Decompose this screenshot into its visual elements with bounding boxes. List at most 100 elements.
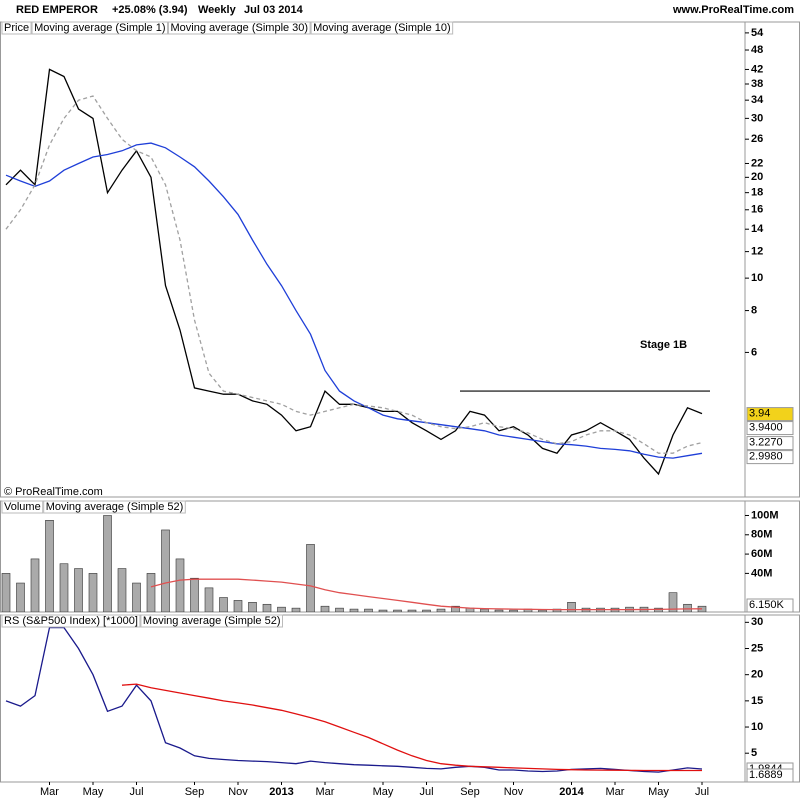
copyright: © ProRealTime.com <box>4 486 103 498</box>
y-tick-label: 80M <box>751 529 772 541</box>
volume-bar <box>74 568 83 612</box>
y-tick-label: 100M <box>751 509 779 521</box>
volume-bar <box>451 605 460 612</box>
date: Jul 03 2014 <box>244 4 304 16</box>
y-tick-label: 60M <box>751 548 772 560</box>
plot <box>1 515 707 612</box>
legend-box <box>31 21 169 35</box>
volume-bar <box>161 529 170 612</box>
x-tick-label: Jul <box>419 786 433 798</box>
volume-bar <box>335 607 344 612</box>
y-tick-label: 30 <box>751 616 763 628</box>
y-tick-label: 14 <box>751 223 764 235</box>
x-tick-label: Mar <box>40 786 59 798</box>
legend-box <box>1 21 32 35</box>
last-value-label: 3.9400 <box>749 421 783 433</box>
volume-bar <box>204 587 214 612</box>
series-line <box>5 626 703 773</box>
x-tick-label: Sep <box>460 786 480 798</box>
x-tick-label: Jul <box>695 786 709 798</box>
x-tick-label: May <box>648 786 669 798</box>
volume-bar <box>146 573 156 612</box>
y-tick-label: 20 <box>751 669 763 681</box>
y-tick-label: 18 <box>751 187 763 199</box>
legend-box <box>140 614 283 628</box>
legend-label: Moving average (Simple 10) <box>313 22 451 34</box>
y-tick-label: 10 <box>751 721 763 733</box>
y-tick-label: 34 <box>751 94 764 106</box>
y-tick-label: 12 <box>751 246 763 258</box>
last-value-box <box>746 598 794 613</box>
x-tick-label: Nov <box>228 786 248 798</box>
y-tick-label: 16 <box>751 204 763 216</box>
volume-bar <box>320 605 330 612</box>
volume-bar <box>262 603 272 612</box>
legend-box <box>310 21 454 35</box>
y-tick-label: 54 <box>751 27 764 39</box>
volume-bar <box>364 608 373 612</box>
volume-bar <box>422 609 431 612</box>
legend-box <box>43 500 186 514</box>
volume-bar <box>538 609 547 612</box>
y-tick-label: 5 <box>751 747 757 759</box>
series-line <box>150 578 703 611</box>
period: Weekly <box>198 4 237 16</box>
y-tick-label: 15 <box>751 695 763 707</box>
volume-bar <box>378 609 388 612</box>
series-line <box>5 95 703 454</box>
volume-bar <box>291 607 301 612</box>
legend-label: Price <box>4 22 29 34</box>
volume-bar <box>16 582 25 612</box>
x-tick-label: May <box>83 786 104 798</box>
volume-bar <box>407 609 417 612</box>
x-tick-label: Mar <box>316 786 335 798</box>
volume-bar <box>132 582 141 612</box>
volume-bar <box>349 608 359 612</box>
volume-bar <box>248 602 257 612</box>
volume-bar <box>494 609 504 612</box>
x-tick-label: 2014 <box>559 786 584 798</box>
last-value-label: 3.94 <box>749 407 770 419</box>
plot <box>5 626 703 773</box>
volume-bar <box>480 608 489 612</box>
volume-bar <box>117 568 127 612</box>
series-line <box>5 142 703 459</box>
legend-label: Moving average (Simple 1) <box>34 22 165 34</box>
volume-bar <box>103 515 112 612</box>
volume-bar <box>436 608 446 612</box>
volume-bar <box>175 558 185 612</box>
y-tick-label: 42 <box>751 63 763 75</box>
y-tick-label: 22 <box>751 157 763 169</box>
y-tick-label: 40M <box>751 567 772 579</box>
y-tick-label: 10 <box>751 272 763 284</box>
volume-bar <box>1 573 11 612</box>
y-tick-label: 20 <box>751 171 763 183</box>
last-value-label: 6.150K <box>749 599 785 611</box>
volume-bar <box>277 606 286 612</box>
legend-label: Moving average (Simple 52) <box>46 501 184 513</box>
legend-label: Moving average (Simple 52) <box>143 615 281 627</box>
last-value-label: 2.9980 <box>749 451 783 463</box>
annotation: Stage 1B <box>640 339 687 351</box>
y-tick-label: 25 <box>751 642 763 654</box>
volume-bar <box>59 563 69 612</box>
volume-bar <box>88 573 98 612</box>
x-tick-label: Nov <box>504 786 524 798</box>
y-tick-label: 48 <box>751 44 763 56</box>
y-tick-label: 8 <box>751 304 757 316</box>
last-value-label: 1.6889 <box>749 769 783 781</box>
volume-bar <box>683 603 692 612</box>
legend-label: Moving average (Simple 30) <box>171 22 309 34</box>
x-tick-label: Mar <box>606 786 625 798</box>
volume-bar <box>190 577 199 612</box>
x-tick-label: 2013 <box>269 786 293 798</box>
legend-label: RS (S&P500 Index) [*1000] <box>4 615 138 627</box>
volume-bar <box>509 609 518 612</box>
volume-bar <box>30 558 40 612</box>
series-line <box>121 683 702 772</box>
y-tick-label: 30 <box>751 112 763 124</box>
y-tick-label: 38 <box>751 78 763 90</box>
last-value-box <box>746 450 794 465</box>
legend-box <box>1 614 141 628</box>
